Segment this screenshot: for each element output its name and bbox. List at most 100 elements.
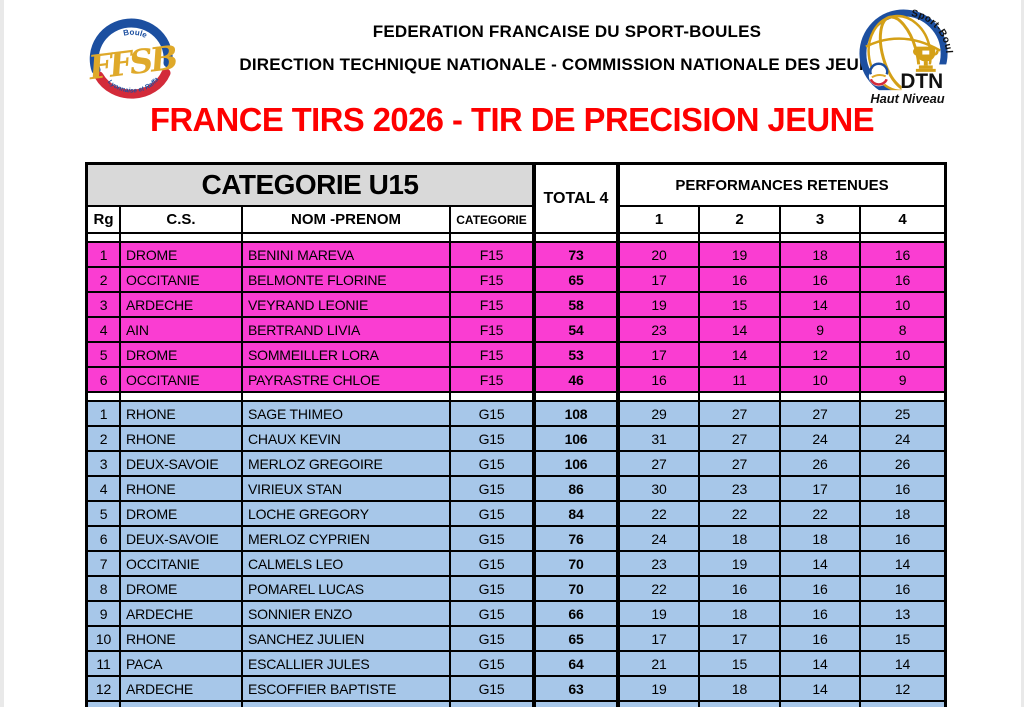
perf-1-cell: 17 xyxy=(620,268,700,293)
perf-3-cell: 26 xyxy=(781,452,861,477)
trophy-icon xyxy=(913,46,939,72)
table-row-f15: 1 DROME BENINI MAREVA F15 73 20 19 18 16 xyxy=(88,243,944,268)
empty-cell xyxy=(861,234,944,243)
cs-cell: DROME xyxy=(121,502,243,527)
empty-cell xyxy=(861,393,944,402)
ffsb-blue-arc xyxy=(89,18,173,75)
cs-cell: DROME xyxy=(121,343,243,368)
cs-cell: DEUX-SAVOIE xyxy=(121,527,243,552)
rank-cell: 9 xyxy=(88,602,121,627)
empty-cell xyxy=(620,393,700,402)
perf-4-cell: 25 xyxy=(861,402,944,427)
perf-2-cell: 19 xyxy=(700,243,781,268)
perf-3-cell: 9 xyxy=(781,318,861,343)
perf-4-cell: 14 xyxy=(861,652,944,677)
perf-1-cell: 27 xyxy=(620,452,700,477)
perf-1-cell: 29 xyxy=(620,402,700,427)
perf-4-cell: 13 xyxy=(861,602,944,627)
perf-1-cell: 31 xyxy=(620,427,700,452)
total-cell: 66 xyxy=(536,602,620,627)
perf-4-cell: 9 xyxy=(861,368,944,393)
total-cell: 86 xyxy=(536,477,620,502)
rank-cell: 3 xyxy=(88,452,121,477)
rank-cell: 5 xyxy=(88,343,121,368)
table-row-g15: 1 RHONE SAGE THIMEO G15 108 29 27 27 25 xyxy=(88,402,944,427)
perf-1-cell: 22 xyxy=(620,502,700,527)
empty-cell xyxy=(700,393,781,402)
page-title: FRANCE TIRS 2026 - TIR DE PRECISION JEUN… xyxy=(149,101,875,138)
column-header-row: Rg C.S. NOM -PRENOM CATEGORIE 1 2 3 4 xyxy=(88,207,944,234)
perf-1-cell: 30 xyxy=(620,477,700,502)
category-cell: G15 xyxy=(451,677,536,702)
perf-4-cell: 16 xyxy=(861,577,944,602)
name-cell: CALMELS LEO xyxy=(243,552,451,577)
empty-cell xyxy=(781,234,861,243)
empty-cell xyxy=(88,234,121,243)
category-cell: G15 xyxy=(451,427,536,452)
perf-2-cell: 22 xyxy=(700,502,781,527)
page-edge-right xyxy=(1021,0,1024,707)
cs-cell: DROME xyxy=(121,243,243,268)
rank-cell: 2 xyxy=(88,427,121,452)
name-cell: SOMMEILLER LORA xyxy=(243,343,451,368)
perf-2-cell: 16 xyxy=(700,577,781,602)
table-row-f15: 2 OCCITANIE BELMONTE FLORINE F15 65 17 16 16 16 xyxy=(88,268,944,293)
table-row-g15: 2 RHONE CHAUX KEVIN G15 106 31 27 24 24 xyxy=(88,427,944,452)
empty-cell xyxy=(536,234,620,243)
total-cell: 70 xyxy=(536,577,620,602)
empty-cell xyxy=(121,393,243,402)
perf-2-cell: 18 xyxy=(700,527,781,552)
total-cell: 84 xyxy=(536,502,620,527)
name-cell: MERLOZ CYPRIEN xyxy=(243,527,451,552)
total-cell: 73 xyxy=(536,243,620,268)
perf-2-cell: 27 xyxy=(700,427,781,452)
empty-cell xyxy=(536,393,620,402)
perf-1-cell: 23 xyxy=(620,552,700,577)
rank-cell: 11 xyxy=(88,652,121,677)
cs-cell: RHONE xyxy=(121,402,243,427)
name-cell: CHAUX KEVIN xyxy=(243,427,451,452)
dtn-main-text: DTN xyxy=(900,70,943,93)
spacer-row xyxy=(88,234,944,243)
dtn-sub-text: Haut Niveau xyxy=(870,91,944,106)
rank-cell: 3 xyxy=(88,293,121,318)
empty-cell xyxy=(700,702,781,707)
perf-1-cell: 19 xyxy=(620,293,700,318)
perf-3-cell: 18 xyxy=(781,527,861,552)
perf-2-cell: 18 xyxy=(700,602,781,627)
category-cell: F15 xyxy=(451,268,536,293)
perf-3-cell: 27 xyxy=(781,402,861,427)
rank-cell: 5 xyxy=(88,502,121,527)
cs-cell: ARDECHE xyxy=(121,293,243,318)
empty-cell xyxy=(243,234,451,243)
category-cell: G15 xyxy=(451,552,536,577)
perf-3-cell: 14 xyxy=(781,293,861,318)
total-header-cell: TOTAL 4 xyxy=(536,165,620,234)
col-header-cs: C.S. xyxy=(121,207,243,234)
org-line-2: DIRECTION TECHNIQUE NATIONALE - COMMISSI… xyxy=(239,55,895,74)
category-cell: F15 xyxy=(451,368,536,393)
perf-2-cell: 18 xyxy=(700,677,781,702)
total-cell: 76 xyxy=(536,527,620,552)
perf-1-cell: 17 xyxy=(620,627,700,652)
perf-2-cell: 14 xyxy=(700,318,781,343)
perf-4-cell: 10 xyxy=(861,343,944,368)
table-row-g15: 6 DEUX-SAVOIE MERLOZ CYPRIEN G15 76 24 18 18 16 xyxy=(88,527,944,552)
perf-4-cell: 16 xyxy=(861,243,944,268)
table-row-f15: 6 OCCITANIE PAYRASTRE CHLOE F15 46 16 11 10 9 xyxy=(88,368,944,393)
cs-cell: OCCITANIE xyxy=(121,552,243,577)
empty-cell xyxy=(451,702,536,707)
perf-3-cell: 16 xyxy=(781,268,861,293)
perf-3-cell: 18 xyxy=(781,243,861,268)
table-row-g15: 3 DEUX-SAVOIE MERLOZ GREGOIRE G15 106 27 27 26 2… xyxy=(88,452,944,477)
spacer-row xyxy=(88,393,944,402)
org-line-1: FEDERATION FRANCAISE DU SPORT-BOULES xyxy=(372,22,762,41)
table-row-g15: 7 OCCITANIE CALMELS LEO G15 70 23 19 14 14 xyxy=(88,552,944,577)
perf-3-cell: 10 xyxy=(781,368,861,393)
col-header-nom-prenom: NOM -PRENOM xyxy=(243,207,451,234)
cs-cell: OCCITANIE xyxy=(121,268,243,293)
rank-cell: 4 xyxy=(88,477,121,502)
name-cell: BELMONTE FLORINE xyxy=(243,268,451,293)
ffsb-logo: Boule FFSB Lyonnaise et Raffa xyxy=(88,18,176,99)
